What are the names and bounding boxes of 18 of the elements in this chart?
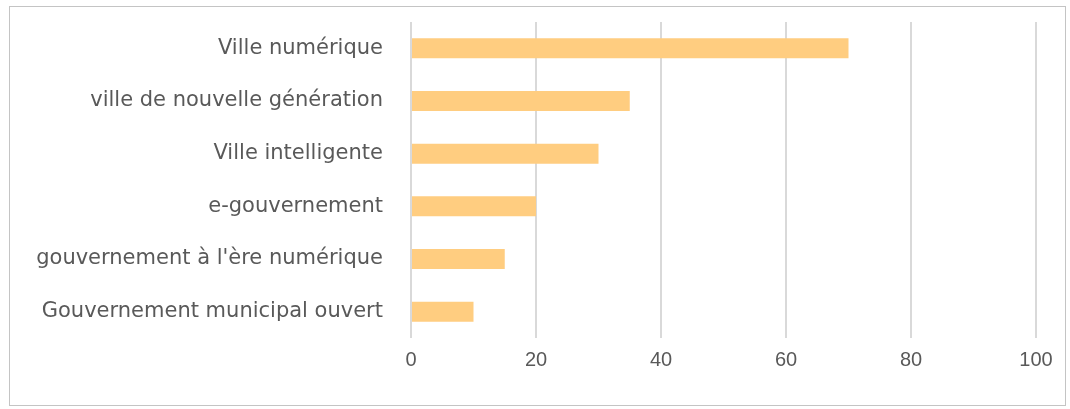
x-tick-label: 80	[899, 347, 923, 370]
x-tick-label: 60	[774, 347, 798, 370]
x-tick-label: 40	[649, 347, 673, 370]
y-tick-label: Ville numérique	[217, 34, 383, 59]
x-tick-label: 20	[524, 347, 548, 370]
y-tick-label: Ville intelligente	[213, 140, 383, 165]
bar	[412, 90, 630, 112]
bar	[412, 248, 505, 270]
y-tick-label: e-gouvernement	[208, 192, 383, 217]
y-tick-label: Gouvernement municipal ouvert	[41, 298, 383, 323]
y-tick-label: ville de nouvelle génération	[90, 87, 383, 112]
y-tick-label: gouvernement à l'ère numérique	[36, 245, 383, 270]
x-tick-label: 100	[1019, 347, 1053, 370]
x-tick-label: 0	[405, 347, 417, 370]
bar	[412, 143, 599, 164]
bar	[412, 196, 536, 217]
bar	[412, 301, 474, 322]
bar	[412, 38, 849, 59]
